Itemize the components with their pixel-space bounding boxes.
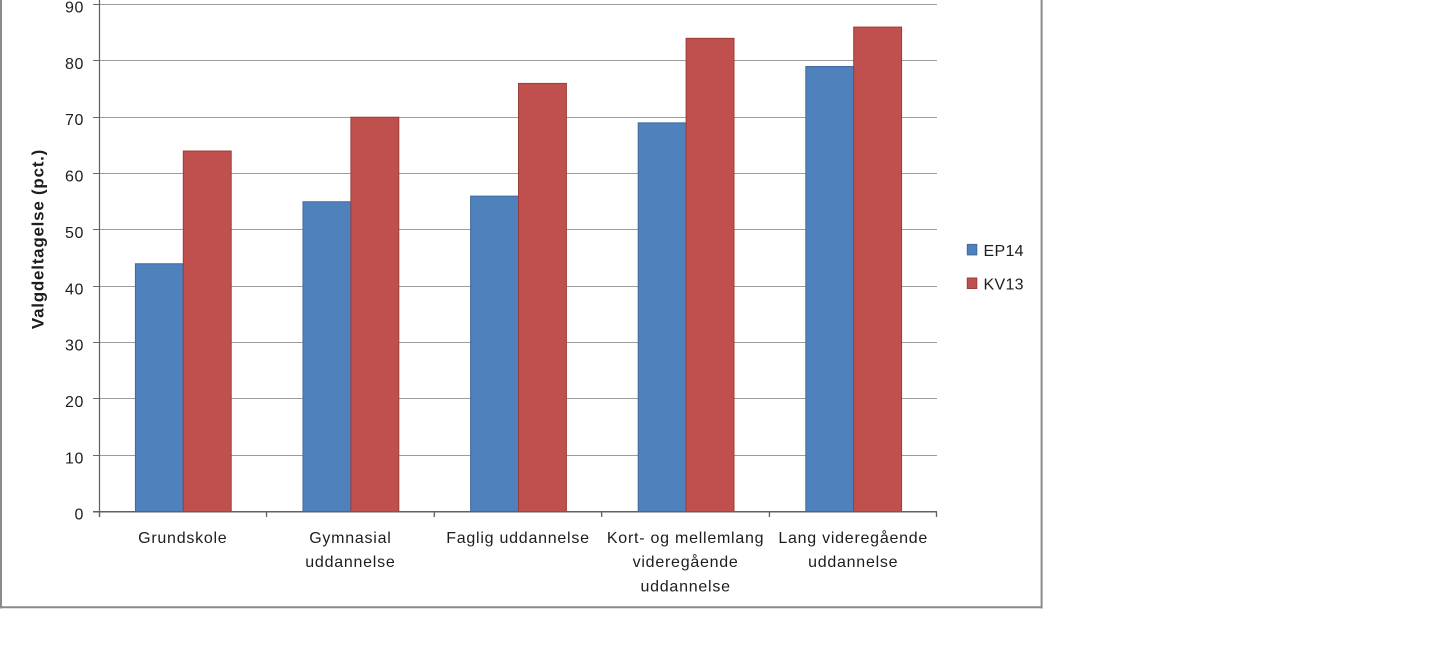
svg-text:50: 50 (65, 225, 84, 242)
svg-text:uddannelse: uddannelse (640, 578, 730, 595)
svg-text:Kort- og mellemlang: Kort- og mellemlang (607, 530, 764, 547)
svg-text:10: 10 (65, 450, 84, 467)
svg-text:40: 40 (65, 281, 84, 298)
svg-text:KV13: KV13 (984, 277, 1024, 294)
svg-text:20: 20 (65, 394, 84, 411)
svg-text:0: 0 (75, 507, 85, 524)
svg-text:Faglig uddannelse: Faglig uddannelse (446, 530, 590, 547)
svg-text:60: 60 (65, 169, 84, 186)
svg-text:30: 30 (65, 338, 84, 355)
svg-text:EP14: EP14 (984, 243, 1024, 260)
svg-text:Lang videregående: Lang videregående (778, 529, 928, 547)
svg-text:70: 70 (65, 112, 84, 129)
svg-text:80: 80 (65, 56, 84, 73)
svg-text:uddannelse: uddannelse (808, 554, 898, 571)
svg-text:Grundskole: Grundskole (138, 530, 227, 547)
svg-text:uddannelse: uddannelse (305, 554, 395, 571)
svg-text:Gymnasial: Gymnasial (309, 530, 391, 547)
svg-text:Valgdeltagelse (pct.): Valgdeltagelse (pct.) (29, 149, 48, 329)
svg-text:videregående: videregående (633, 553, 739, 571)
svg-text:90: 90 (65, 0, 84, 17)
